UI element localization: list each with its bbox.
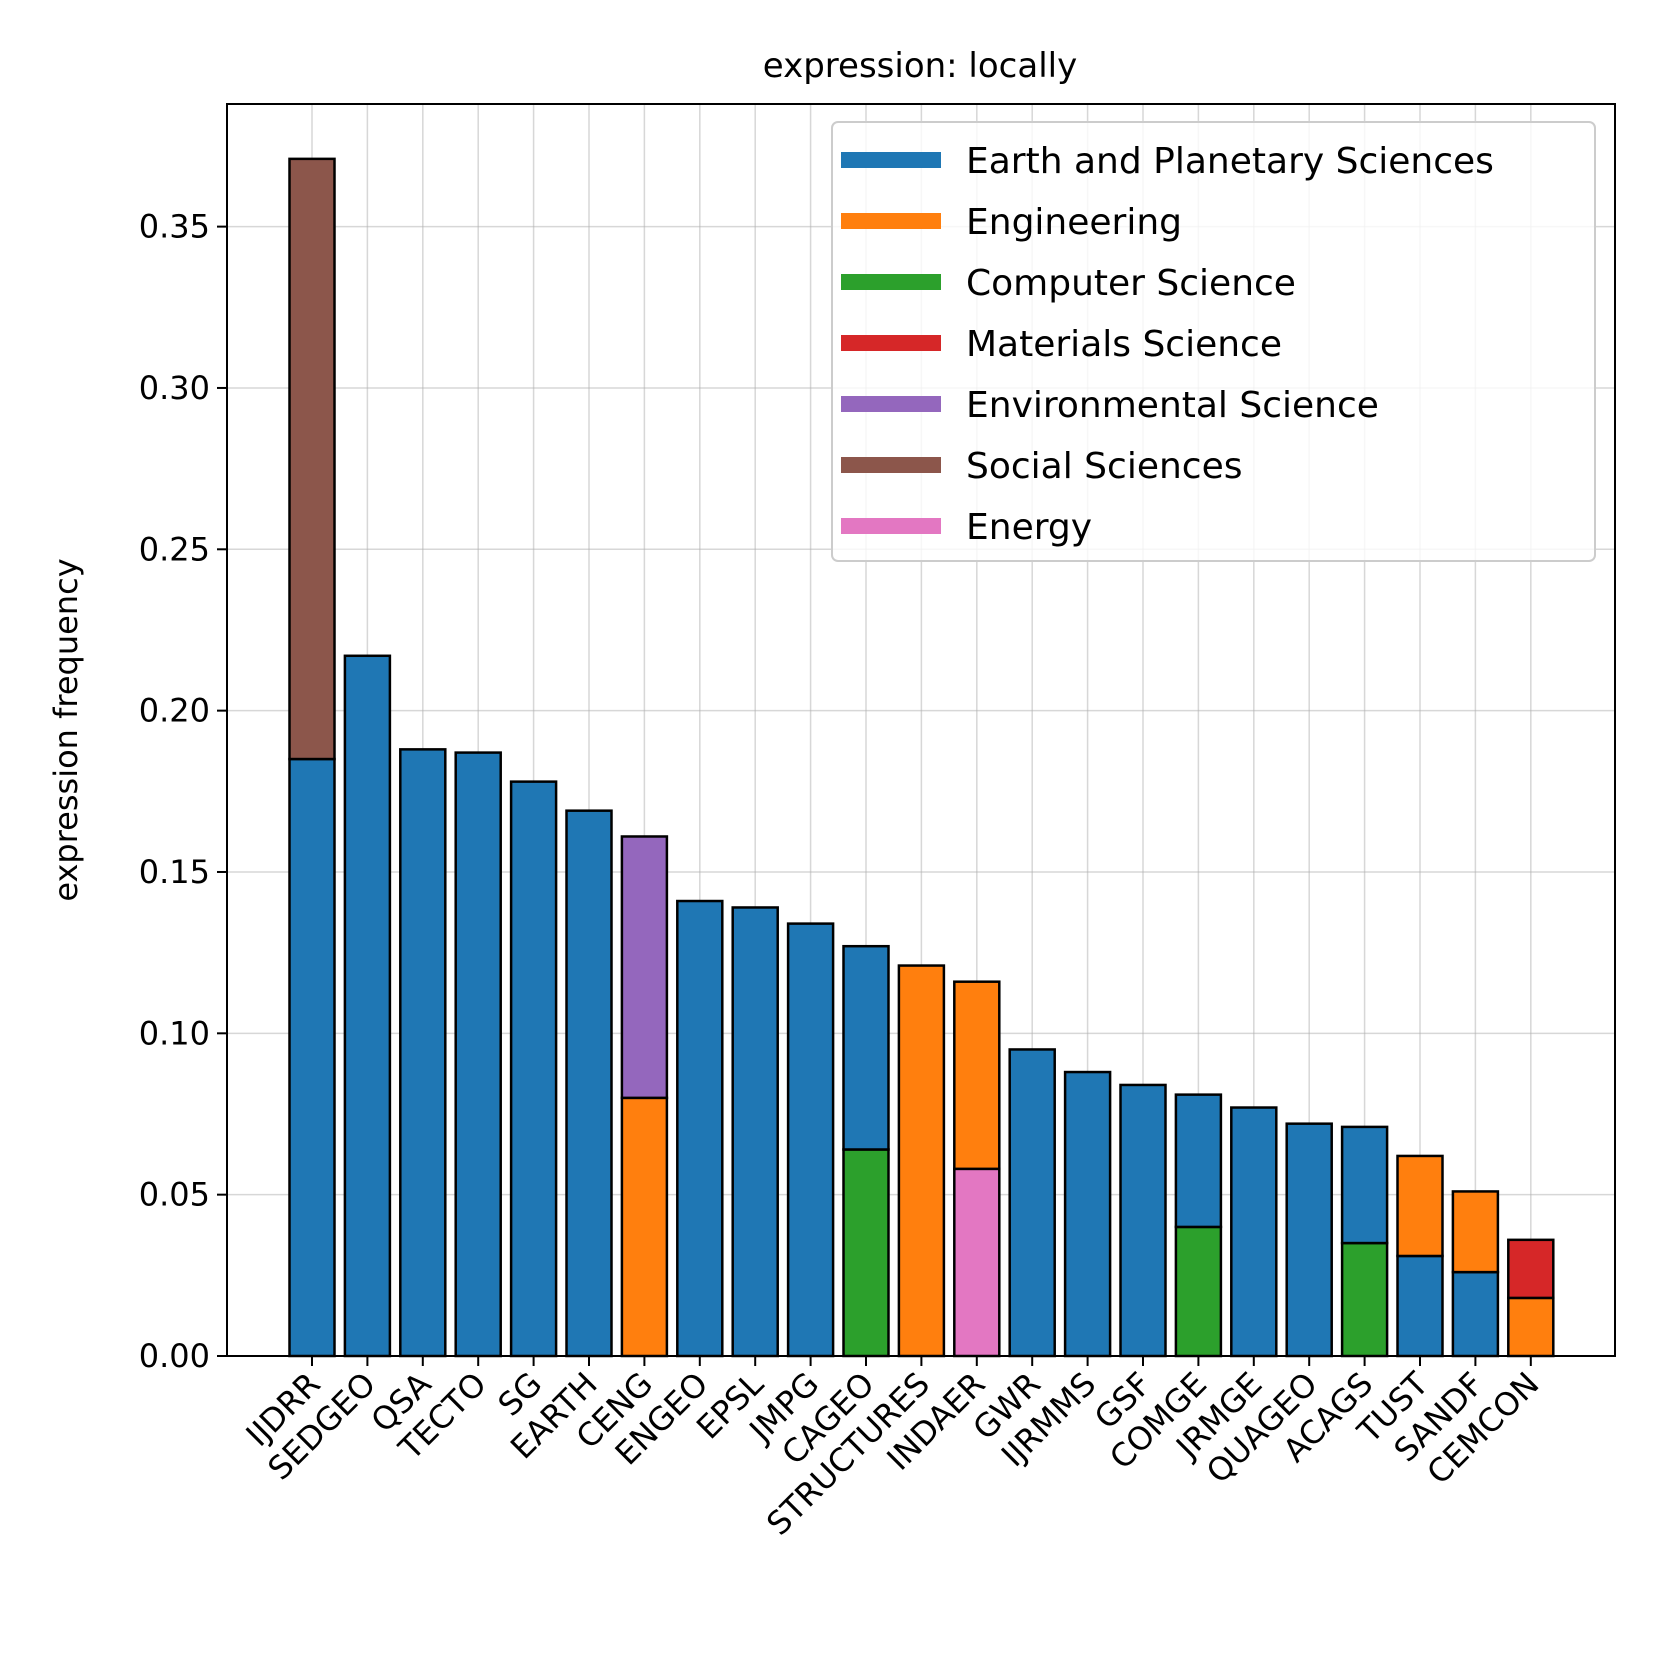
- bar-tust-engineering: [1396, 1154, 1444, 1258]
- bar-stack-cageo: [842, 944, 890, 1358]
- bar-ceng-engineering: [620, 1096, 669, 1358]
- legend-swatch-social-sciences: [841, 457, 941, 473]
- bar-comge-computer-science: [1174, 1225, 1223, 1358]
- legend-label-energy: Energy: [966, 507, 1092, 548]
- bar-engeo-earth-and-planetary-sciences: [676, 899, 724, 1358]
- bar-structures-engineering: [897, 964, 946, 1358]
- bar-ijdrr-earth-and-planetary-sciences: [288, 757, 336, 1358]
- legend-swatch-earth-and-planetary-sciences: [841, 152, 941, 168]
- bar-sedgeo-earth-and-planetary-sciences: [343, 654, 392, 1358]
- bar-comge-earth-and-planetary-sciences: [1174, 1093, 1223, 1229]
- legend-label-earth-and-planetary-sciences: Earth and Planetary Sciences: [966, 141, 1494, 182]
- bar-stack-earth: [565, 809, 613, 1358]
- y-tick-label: 0.05: [139, 1176, 210, 1214]
- bar-ceng-environmental-science: [620, 835, 669, 1100]
- bar-quageo-earth-and-planetary-sciences: [1285, 1122, 1333, 1358]
- bar-cageo-computer-science: [842, 1148, 890, 1358]
- y-tick-label: 0.10: [139, 1014, 210, 1052]
- bar-gwr-earth-and-planetary-sciences: [1008, 1048, 1056, 1358]
- bar-acags-computer-science: [1340, 1241, 1389, 1358]
- legend-swatch-materials-science: [841, 335, 941, 351]
- y-tick-label: 0.00: [139, 1337, 210, 1375]
- bar-ijdrr-social-sciences: [288, 157, 336, 761]
- bar-sandf-earth-and-planetary-sciences: [1451, 1270, 1500, 1358]
- bar-epsl-earth-and-planetary-sciences: [731, 906, 779, 1358]
- bar-stack-qsa: [399, 748, 447, 1358]
- bar-tust-earth-and-planetary-sciences: [1396, 1254, 1444, 1358]
- bar-cageo-earth-and-planetary-sciences: [842, 944, 890, 1151]
- y-tick-label: 0.35: [139, 208, 210, 246]
- bar-stack-structures: [897, 964, 946, 1358]
- bar-tecto-earth-and-planetary-sciences: [454, 751, 502, 1358]
- legend-swatch-energy: [841, 518, 941, 534]
- bar-stack-sandf: [1451, 1190, 1500, 1358]
- y-tick-label: 0.25: [139, 530, 210, 568]
- bar-stack-gwr: [1008, 1048, 1056, 1358]
- y-tick-label: 0.20: [139, 692, 210, 730]
- bar-stack-sg: [509, 780, 558, 1358]
- legend-swatch-engineering: [841, 213, 941, 229]
- bar-stack-engeo: [676, 899, 724, 1358]
- bar-earth-earth-and-planetary-sciences: [565, 809, 613, 1358]
- bar-stack-tust: [1396, 1154, 1444, 1358]
- bar-stack-comge: [1174, 1093, 1223, 1358]
- bar-stack-tecto: [454, 751, 502, 1358]
- bar-sandf-engineering: [1451, 1190, 1500, 1274]
- bar-stack-indaer: [953, 980, 1001, 1358]
- bar-stack-gsf: [1119, 1083, 1167, 1358]
- bar-stack-epsl: [731, 906, 779, 1358]
- bar-indaer-energy: [953, 1167, 1001, 1358]
- bar-stack-cemcon: [1507, 1238, 1555, 1358]
- legend-label-computer-science: Computer Science: [966, 263, 1296, 304]
- bar-acags-earth-and-planetary-sciences: [1340, 1125, 1389, 1245]
- legend-box: [831, 121, 1596, 562]
- legend-label-environmental-science: Environmental Science: [966, 385, 1379, 426]
- bar-stack-sedgeo: [343, 654, 392, 1358]
- bar-stack-ijrmms: [1063, 1070, 1112, 1358]
- bar-ijrmms-earth-and-planetary-sciences: [1063, 1070, 1112, 1358]
- bar-gsf-earth-and-planetary-sciences: [1119, 1083, 1167, 1358]
- y-axis-label: expression frequency: [47, 558, 85, 901]
- legend-swatch-computer-science: [841, 274, 941, 290]
- bar-stack-acags: [1340, 1125, 1389, 1358]
- bar-cemcon-materials-science: [1507, 1238, 1555, 1300]
- legend-label-materials-science: Materials Science: [966, 324, 1282, 365]
- bar-stack-jmpg: [786, 922, 835, 1358]
- bar-qsa-earth-and-planetary-sciences: [399, 748, 447, 1358]
- chart-title: expression: locally: [763, 46, 1077, 86]
- y-tick-label: 0.15: [139, 853, 210, 891]
- legend-swatch-environmental-science: [841, 396, 941, 412]
- y-tick-label: 0.30: [139, 369, 210, 407]
- legend-label-social-sciences: Social Sciences: [966, 446, 1243, 487]
- bar-indaer-engineering: [953, 980, 1001, 1171]
- bar-jmpg-earth-and-planetary-sciences: [786, 922, 835, 1358]
- legend: Earth and Planetary Sciences Engineering C…: [831, 121, 1596, 562]
- bar-stack-jrmge: [1230, 1106, 1278, 1358]
- bar-stack-ijdrr: [288, 157, 336, 1358]
- bar-stack-quageo: [1285, 1122, 1333, 1358]
- bar-jrmge-earth-and-planetary-sciences: [1230, 1106, 1278, 1358]
- bar-sg-earth-and-planetary-sciences: [509, 780, 558, 1358]
- bar-cemcon-engineering: [1507, 1296, 1555, 1358]
- bar-stack-ceng: [620, 835, 669, 1358]
- legend-label-engineering: Engineering: [966, 202, 1182, 243]
